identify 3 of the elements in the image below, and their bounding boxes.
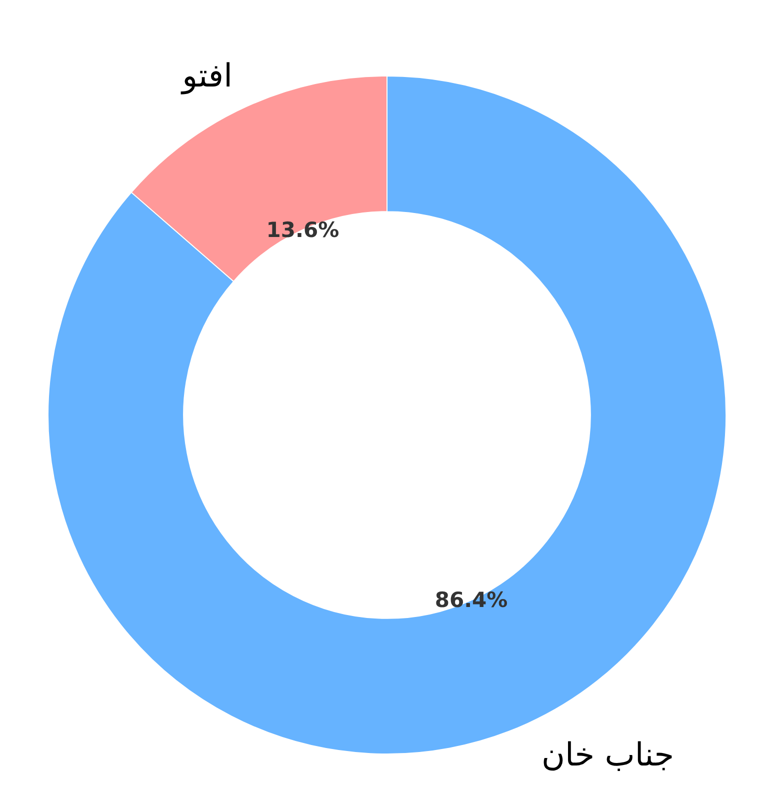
slice-label: جناب خان (542, 735, 674, 774)
data-label: 13.6% (266, 218, 340, 242)
slice-label: افتو (180, 56, 232, 95)
